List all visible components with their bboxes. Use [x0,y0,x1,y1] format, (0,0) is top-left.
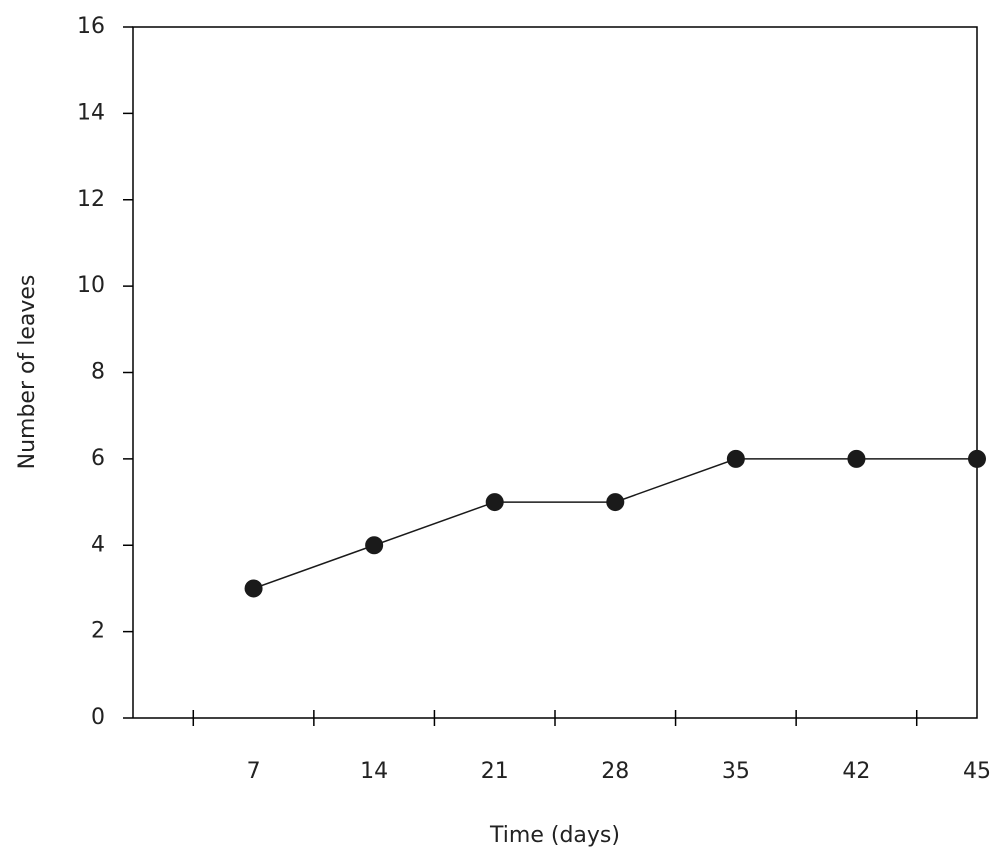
y-tick-label: 12 [77,187,105,212]
y-tick-label: 0 [91,705,105,730]
y-tick-label: 2 [91,619,105,644]
data-point [365,536,384,555]
y-tick-label: 10 [77,273,105,298]
data-point [606,493,625,512]
x-tick-label: 42 [842,759,870,784]
y-tick-label: 14 [77,100,105,125]
data-point [726,449,745,468]
y-tick-label: 8 [91,360,105,385]
plot-frame [132,26,978,719]
y-tick-label: 6 [91,446,105,471]
x-tick-label: 7 [247,759,261,784]
data-point [485,493,504,512]
data-point [847,449,866,468]
y-tick-label: 16 [77,14,105,39]
data-point [244,579,263,598]
data-line [253,458,977,590]
y-axis-label: Number of leaves [15,275,40,470]
x-tick-label: 35 [722,759,750,784]
x-axis-label: Time (days) [489,823,620,848]
x-tick-label: 45 [963,759,991,784]
y-tick-label: 4 [91,532,105,557]
x-tick-label: 14 [360,759,388,784]
x-tick-label: 21 [481,759,509,784]
x-tick-label: 28 [601,759,629,784]
data-point [968,449,986,468]
